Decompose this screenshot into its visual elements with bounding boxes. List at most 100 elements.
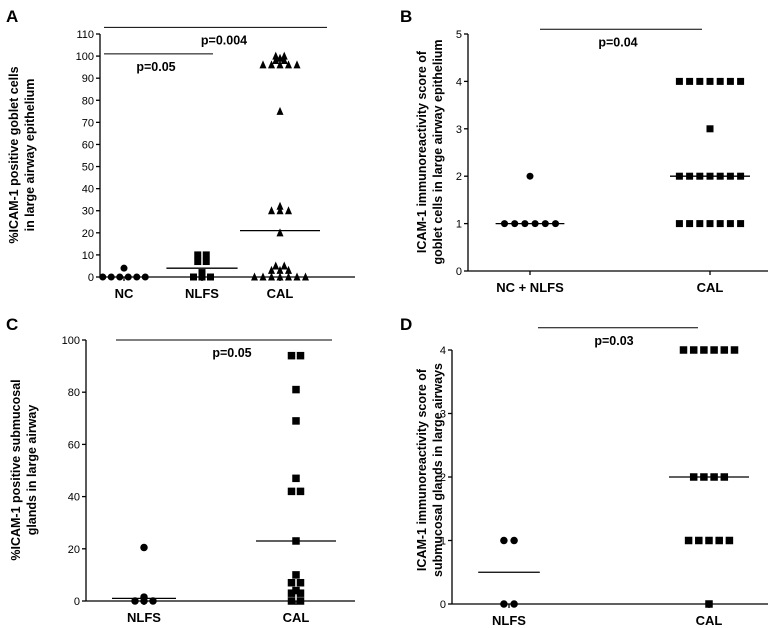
y-axis-label: ICAM-1 immunoreactivity score of	[415, 368, 429, 571]
y-axis-label: %ICAM-1 positive goblet cells	[7, 66, 21, 243]
data-point	[251, 272, 258, 281]
y-tick-label: 40	[82, 184, 94, 196]
data-point	[292, 571, 300, 579]
x-tick-label: NLFS	[492, 613, 526, 628]
data-point	[296, 578, 305, 587]
y-tick-label: 60	[68, 439, 80, 451]
data-point	[276, 265, 284, 274]
data-point	[272, 56, 280, 65]
data-point	[268, 60, 275, 69]
data-point	[268, 265, 275, 274]
y-tick-label: 100	[76, 51, 94, 63]
data-point	[276, 201, 284, 210]
data-point	[296, 589, 305, 597]
panel-label: B	[400, 7, 412, 26]
panel-label: C	[6, 315, 18, 334]
data-point	[292, 474, 300, 483]
y-tick-label: 90	[82, 73, 94, 85]
data-point	[684, 536, 693, 545]
data-point	[696, 77, 704, 85]
data-point	[293, 272, 301, 281]
data-point	[276, 228, 284, 237]
data-point	[716, 77, 724, 85]
data-point	[268, 206, 275, 215]
data-point	[276, 272, 284, 281]
data-point	[715, 536, 723, 545]
data-point	[695, 536, 703, 545]
p-value-label: p=0.004	[201, 33, 247, 47]
y-tick-label: 1	[456, 219, 462, 231]
y-axis-label: goblet cells in large airway epithelium	[431, 39, 445, 264]
x-tick-label: CAL	[267, 286, 294, 301]
data-point	[679, 346, 688, 354]
y-tick-label: 0	[88, 272, 94, 284]
data-point	[700, 346, 708, 354]
data-point	[276, 206, 284, 215]
data-point	[190, 273, 197, 281]
y-tick-label: 1	[440, 536, 446, 548]
data-point	[705, 536, 713, 545]
y-axis-label: glands in large airway	[25, 405, 39, 536]
data-point	[116, 273, 124, 281]
y-tick-label: 20	[82, 228, 94, 240]
data-point	[686, 77, 694, 85]
data-point	[287, 351, 296, 360]
data-point	[737, 77, 745, 85]
data-point	[140, 543, 148, 552]
panel-d: D ICAM-1 immunoreactivity score of submuco…	[400, 315, 768, 628]
data-point	[207, 273, 214, 281]
p-value-label: p=0.05	[136, 60, 175, 74]
data-point	[292, 417, 300, 425]
data-point	[259, 272, 267, 281]
data-point	[194, 251, 202, 259]
data-point	[198, 273, 206, 281]
data-point	[268, 272, 275, 281]
y-tick-label: 5	[456, 29, 462, 41]
data-point	[202, 258, 210, 266]
x-tick-label: CAL	[696, 613, 723, 628]
data-point	[276, 106, 284, 115]
p-value-label: p=0.05	[212, 346, 251, 360]
y-tick-label: 3	[456, 124, 462, 136]
y-tick-label: 3	[440, 409, 446, 421]
data-point	[675, 220, 683, 228]
data-point	[526, 172, 534, 180]
y-tick-label: 10	[82, 250, 94, 262]
y-tick-label: 30	[82, 206, 94, 218]
data-point	[710, 346, 718, 354]
y-axis-label: %ICAM-1 positive submucosal	[9, 379, 23, 560]
data-point	[287, 589, 296, 597]
data-point	[510, 536, 518, 545]
x-tick-label: CAL	[697, 280, 724, 295]
y-tick-label: 70	[82, 117, 94, 129]
y-tick-label: 0	[440, 599, 446, 611]
data-point	[141, 273, 149, 281]
data-point	[296, 351, 305, 360]
data-point	[272, 51, 280, 60]
data-point	[276, 53, 284, 62]
data-point	[726, 77, 734, 85]
data-point	[107, 273, 115, 281]
data-point	[149, 597, 157, 605]
y-axis-label: submucosal glands in large airways	[431, 363, 445, 577]
data-point	[689, 346, 698, 354]
data-point	[500, 600, 508, 608]
y-tick-label: 2	[440, 472, 446, 484]
y-axis-label: ICAM-1 immunoreactivity score of	[415, 50, 429, 253]
data-point	[292, 385, 300, 394]
y-tick-label: 0	[456, 266, 462, 278]
data-point	[296, 597, 305, 605]
data-point	[706, 77, 714, 85]
data-point	[280, 261, 288, 270]
y-tick-label: 60	[82, 139, 94, 151]
data-point	[510, 600, 518, 608]
data-point	[686, 220, 694, 228]
x-tick-label: NLFS	[185, 286, 219, 301]
y-tick-label: 4	[440, 345, 446, 357]
data-point	[285, 272, 292, 281]
data-point	[302, 272, 309, 281]
data-point	[276, 60, 284, 69]
data-point	[706, 125, 714, 133]
y-tick-label: 50	[82, 162, 94, 174]
